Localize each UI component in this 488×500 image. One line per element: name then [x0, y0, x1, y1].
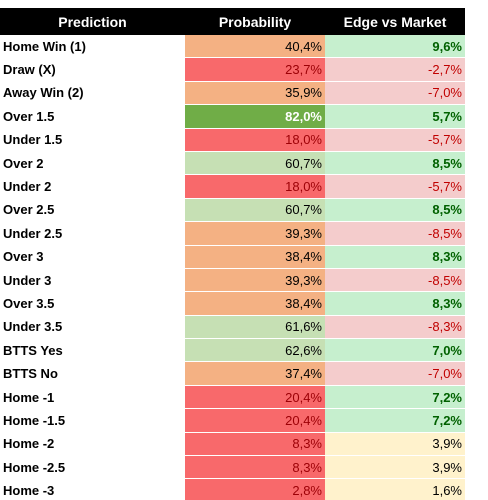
probability-cell: 18,0% — [185, 174, 325, 199]
edge-cell: -8,5% — [325, 221, 465, 246]
edge-cell: -2,7% — [325, 57, 465, 82]
table-row: Under 2 18,0% -5,7% — [0, 174, 465, 199]
table-row: Home -1.5 20,4% 7,2% — [0, 408, 465, 433]
table-row: Over 3.5 38,4% 8,3% — [0, 291, 465, 316]
prediction-cell: BTTS No — [0, 361, 185, 386]
table-row: Home -2 8,3% 3,9% — [0, 432, 465, 457]
prediction-cell: Under 3 — [0, 268, 185, 293]
probability-cell: 20,4% — [185, 385, 325, 410]
header-cell: Edge vs Market — [325, 8, 465, 35]
prediction-cell: Home -1 — [0, 385, 185, 410]
edge-cell: 8,5% — [325, 198, 465, 223]
prediction-cell: Over 2 — [0, 151, 185, 176]
table-row: Over 2 60,7% 8,5% — [0, 151, 465, 176]
table-row: BTTS Yes 62,6% 7,0% — [0, 338, 465, 363]
probability-cell: 40,4% — [185, 35, 325, 59]
probability-cell: 35,9% — [185, 81, 325, 106]
table-row: Under 3 39,3% -8,5% — [0, 268, 465, 293]
prediction-cell: Over 3.5 — [0, 291, 185, 316]
edge-cell: -7,0% — [325, 81, 465, 106]
probability-cell: 38,4% — [185, 291, 325, 316]
table-row: Over 3 38,4% 8,3% — [0, 245, 465, 269]
probability-cell: 8,3% — [185, 455, 325, 480]
probability-cell: 60,7% — [185, 198, 325, 223]
prediction-cell: Under 1.5 — [0, 128, 185, 152]
table-row: Home -3 2,8% 1,6% — [0, 478, 465, 500]
edge-cell: 9,6% — [325, 35, 465, 59]
probability-cell: 20,4% — [185, 408, 325, 433]
prediction-cell: Over 2.5 — [0, 198, 185, 223]
table-row: Under 1.5 18,0% -5,7% — [0, 128, 465, 152]
table-body: Home Win (1) 40,4% 9,6% Draw (X) 23,7% -2,7% A… — [0, 35, 465, 500]
prediction-cell: Home -2.5 — [0, 455, 185, 480]
edge-cell: 7,2% — [325, 408, 465, 433]
edge-cell: 3,9% — [325, 432, 465, 457]
edge-cell: -5,7% — [325, 174, 465, 199]
edge-cell: 8,3% — [325, 245, 465, 269]
edge-cell: 1,6% — [325, 478, 465, 500]
probability-cell: 82,0% — [185, 104, 325, 129]
prediction-cell: Home -1.5 — [0, 408, 185, 433]
prediction-table: Prediction Probability Edge vs Market Ho… — [0, 8, 465, 500]
prediction-cell: Under 2 — [0, 174, 185, 199]
table-row: Away Win (2) 35,9% -7,0% — [0, 81, 465, 106]
probability-cell: 2,8% — [185, 478, 325, 500]
edge-cell: 7,2% — [325, 385, 465, 410]
table-row: Under 2.5 39,3% -8,5% — [0, 221, 465, 246]
prediction-cell: Home -2 — [0, 432, 185, 457]
table-row: Draw (X) 23,7% -2,7% — [0, 57, 465, 82]
probability-cell: 61,6% — [185, 315, 325, 340]
header-row: Prediction Probability Edge vs Market — [0, 8, 465, 35]
prediction-cell: Under 3.5 — [0, 315, 185, 340]
edge-cell: 5,7% — [325, 104, 465, 129]
header-cell: Probability — [185, 8, 325, 35]
edge-cell: -8,3% — [325, 315, 465, 340]
prediction-cell: BTTS Yes — [0, 338, 185, 363]
edge-cell: -8,5% — [325, 268, 465, 293]
probability-cell: 37,4% — [185, 361, 325, 386]
table-row: Home Win (1) 40,4% 9,6% — [0, 35, 465, 59]
probability-cell: 39,3% — [185, 221, 325, 246]
probability-cell: 18,0% — [185, 128, 325, 152]
header-cell: Prediction — [0, 8, 185, 35]
edge-cell: 8,5% — [325, 151, 465, 176]
prediction-cell: Draw (X) — [0, 57, 185, 82]
edge-cell: -5,7% — [325, 128, 465, 152]
edge-cell: 8,3% — [325, 291, 465, 316]
prediction-cell: Over 1.5 — [0, 104, 185, 129]
probability-cell: 23,7% — [185, 57, 325, 82]
prediction-cell: Home -3 — [0, 478, 185, 500]
prediction-cell: Under 2.5 — [0, 221, 185, 246]
table-row: Home -2.5 8,3% 3,9% — [0, 455, 465, 480]
prediction-cell: Away Win (2) — [0, 81, 185, 106]
edge-cell: 7,0% — [325, 338, 465, 363]
table-row: BTTS No 37,4% -7,0% — [0, 361, 465, 386]
table-row: Home -1 20,4% 7,2% — [0, 385, 465, 410]
probability-cell: 8,3% — [185, 432, 325, 457]
edge-cell: 3,9% — [325, 455, 465, 480]
edge-cell: -7,0% — [325, 361, 465, 386]
probability-cell: 38,4% — [185, 245, 325, 269]
prediction-cell: Over 3 — [0, 245, 185, 269]
table-row: Over 1.5 82,0% 5,7% — [0, 104, 465, 129]
probability-cell: 62,6% — [185, 338, 325, 363]
table-row: Over 2.5 60,7% 8,5% — [0, 198, 465, 223]
probability-cell: 39,3% — [185, 268, 325, 293]
prediction-cell: Home Win (1) — [0, 35, 185, 59]
table-row: Under 3.5 61,6% -8,3% — [0, 315, 465, 340]
probability-cell: 60,7% — [185, 151, 325, 176]
